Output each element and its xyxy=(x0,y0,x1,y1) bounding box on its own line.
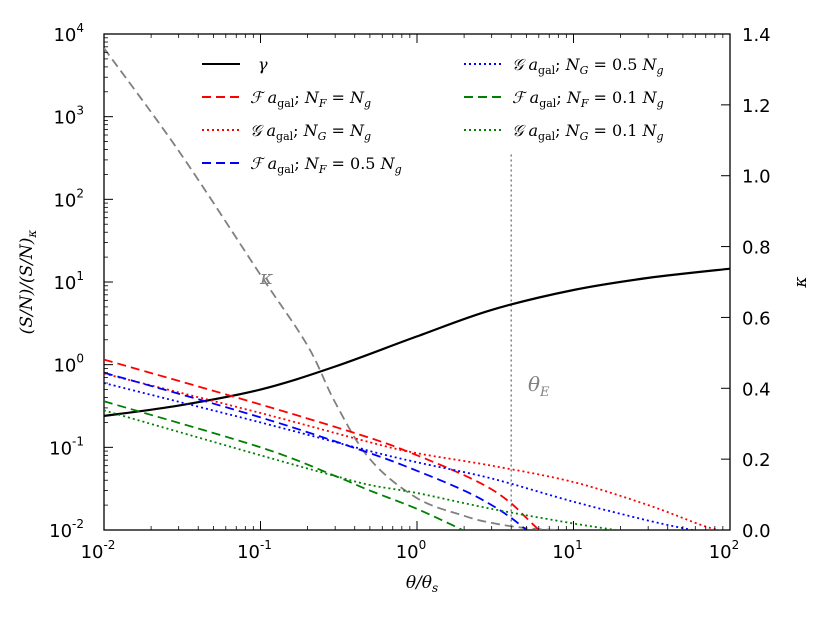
legend-label-g-05: 𝒢 agal; NG = 0.5 Ng xyxy=(512,55,664,77)
legend-label-gamma: γ xyxy=(258,55,268,74)
series-line-0 xyxy=(104,267,730,417)
y-right-tick-label-2: 0.4 xyxy=(742,379,771,400)
ticks-layer: 10-2 10-1 100 101 102 10-2 10-1 100 101 102 103 104… xyxy=(49,21,771,563)
legend-label-f-ng: ℱ agal; NF = Ng xyxy=(250,88,371,110)
x-tick-label-4: 102 xyxy=(709,538,740,563)
curves-layer xyxy=(104,47,730,530)
y-right-tick-label-5: 1.0 xyxy=(742,167,771,188)
y-left-tick-label-2: 100 xyxy=(53,352,84,377)
series-line-5 xyxy=(104,382,696,530)
series-line-4 xyxy=(104,371,527,530)
y-left-tick-label-5: 103 xyxy=(53,104,84,129)
legend-label-g-01: 𝒢 agal; NG = 0.1 Ng xyxy=(512,121,664,143)
y-left-tick-label-3: 101 xyxy=(53,269,84,294)
legend-label-f-01: ℱ agal; NF = 0.1 Ng xyxy=(512,88,664,110)
x-tick-label-2: 100 xyxy=(396,538,427,563)
y-left-tick-label-6: 104 xyxy=(53,21,84,46)
y-right-tick-label-3: 0.6 xyxy=(742,308,771,329)
legend-label-g-ng: 𝒢 agal; NG = Ng xyxy=(250,121,371,143)
x-tick-label-0: 10-2 xyxy=(81,538,116,563)
x-axis-label: θ/θs xyxy=(406,573,438,595)
y-right-tick-label-6: 1.2 xyxy=(742,96,771,117)
y-right-tick-label-7: 1.4 xyxy=(742,25,771,46)
y-axis-label-left: (S/N)/(S/N)κ xyxy=(17,230,39,335)
annotation-kappa: κ xyxy=(259,265,273,289)
legend-label-f-05: ℱ agal; NF = 0.5 Ng xyxy=(250,154,402,176)
legend: γ ℱ agal; NF = Ng 𝒢 agal; NG = Ng ℱ agal… xyxy=(202,55,664,176)
series-line-7 xyxy=(104,409,621,530)
y-axis-label-right: κ xyxy=(791,276,811,288)
x-tick-label-3: 101 xyxy=(552,538,583,563)
y-left-tick-label-0: 10-2 xyxy=(49,517,84,542)
series-line-6 xyxy=(104,400,465,530)
series-line-3 xyxy=(104,372,724,530)
y-right-tick-label-1: 0.2 xyxy=(742,450,771,471)
y-right-tick-label-0: 0.0 xyxy=(742,521,771,542)
y-left-tick-label-4: 102 xyxy=(53,186,84,211)
y-right-tick-label-4: 0.8 xyxy=(742,238,771,259)
x-tick-label-1: 10-1 xyxy=(237,538,272,563)
y-left-tick-label-1: 10-1 xyxy=(49,434,84,459)
annotation-theta-e: θE xyxy=(528,372,550,400)
series-line-1 xyxy=(104,47,559,530)
series-line-2 xyxy=(104,358,540,530)
